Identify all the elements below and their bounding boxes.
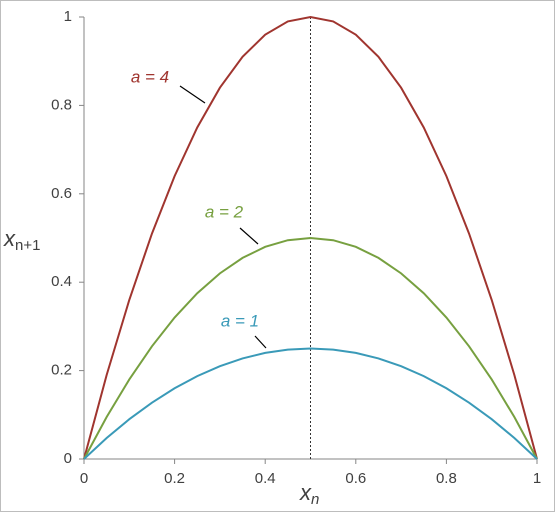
x-axis-label: xn bbox=[299, 480, 319, 508]
leader-line bbox=[179, 85, 206, 104]
x-tick-label: 0.2 bbox=[164, 470, 185, 487]
y-tick-label: 1 bbox=[64, 8, 72, 25]
series-label: a = 1 bbox=[221, 311, 259, 330]
y-tick-label: 0.4 bbox=[51, 273, 72, 290]
series-line bbox=[83, 236, 538, 460]
leader-line bbox=[254, 335, 267, 349]
x-tick-label: 0.8 bbox=[436, 470, 457, 487]
x-tick-label: 0.6 bbox=[345, 470, 366, 487]
series-line bbox=[83, 15, 538, 460]
y-tick-label: 0 bbox=[64, 450, 72, 467]
y-tick-label: 0.2 bbox=[51, 362, 72, 379]
leader-line bbox=[239, 227, 259, 245]
series-line bbox=[83, 347, 538, 460]
x-tick-label: 1 bbox=[533, 470, 541, 487]
y-label-sub: n+1 bbox=[15, 237, 40, 254]
x-tick-label: 0 bbox=[80, 470, 88, 487]
x-tick-label: 0.4 bbox=[255, 470, 276, 487]
x-label-base: x bbox=[299, 480, 312, 505]
y-label-base: x bbox=[3, 226, 16, 251]
y-tick-label: 0.6 bbox=[51, 185, 72, 202]
series-label: a = 4 bbox=[131, 67, 169, 86]
y-axis-label: xn+1 bbox=[3, 226, 40, 254]
x-label-sub: n bbox=[311, 491, 319, 508]
series-label: a = 2 bbox=[205, 202, 244, 221]
y-tick-label: 0.8 bbox=[51, 96, 72, 113]
